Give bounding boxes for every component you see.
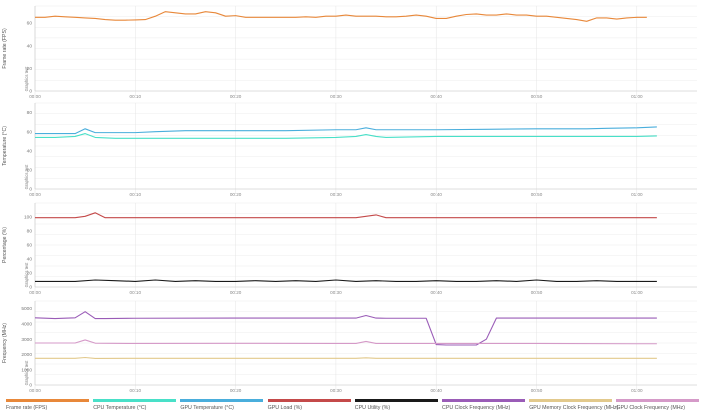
performance-charts: 0 20 40 60 00:00 00:10 00:20 00:30 00:40 00:50 01:… (2, 5, 697, 393)
chart-panel-2: 0 20 40 60 80 00:00 00:10 00:20 00:30 00:40 00:50 0… (2, 102, 697, 197)
legend-item: GPU Clock Frequency (MHz) (614, 399, 700, 415)
y-tick-label: 100 (24, 215, 32, 221)
graphics-test-label: Graphics test (24, 164, 29, 190)
y-tick-label: 60 (27, 243, 33, 249)
x-tick-label: 00:00 (29, 94, 41, 99)
y-tick-label: 40 (27, 257, 33, 263)
y-tick-label: 80 (27, 110, 33, 116)
legend-label: GPU Temperature (°C) (180, 405, 234, 411)
legend: Frame rate (FPS) CPU Temperature (°C) GPU … (4, 399, 708, 417)
y-axis-title: Frequency (MHz) (2, 323, 8, 363)
y-tick-label: 0 (29, 383, 32, 389)
y-tick-label: 20 (27, 167, 33, 173)
legend-swatch (267, 399, 351, 402)
legend-swatch (93, 399, 177, 402)
legend-item: GPU Temperature (°C) (178, 399, 264, 415)
y-tick-label: 2000 (21, 352, 32, 358)
y-tick-label: 0 (29, 89, 32, 95)
y-tick-label: 60 (27, 21, 33, 27)
x-tick-label: 00:50 (531, 192, 543, 197)
x-tick-label: 00:40 (430, 94, 442, 99)
legend-swatch (442, 399, 525, 402)
y-tick-label: 1000 (21, 367, 32, 373)
x-tick-label: 00:00 (29, 388, 41, 393)
x-tick-label: 00:10 (130, 388, 142, 393)
y-tick-label: 20 (27, 66, 33, 72)
legend-swatch (529, 399, 613, 402)
x-tick-label: 00:50 (531, 388, 543, 393)
legend-swatch (616, 399, 700, 402)
x-tick-label: 00:50 (531, 290, 543, 295)
x-tick-label: 01:00 (631, 192, 643, 197)
y-tick-label: 4000 (21, 322, 32, 328)
legend-item: GPU Load (%) (266, 399, 351, 415)
y-tick-label: 5000 (21, 306, 32, 312)
x-tick-label: 00:50 (531, 94, 543, 99)
series-line-4-1 (34, 311, 657, 346)
x-tick-label: 00:20 (230, 290, 242, 295)
x-tick-label: 00:20 (230, 94, 242, 99)
legend-label: GPU Memory Clock Frequency (MHz) (529, 405, 619, 411)
x-tick-label: 00:30 (330, 192, 342, 197)
legend-label: CPU Temperature (°C) (93, 405, 147, 411)
series-line-3-1 (35, 212, 657, 219)
legend-swatch (6, 399, 89, 402)
x-tick-label: 00:30 (330, 290, 342, 295)
y-tick-label: 0 (29, 187, 32, 193)
x-tick-label: 00:10 (130, 290, 142, 295)
series-line-4-2 (35, 356, 657, 359)
legend-item: CPU Utility (%) (353, 399, 438, 415)
y-tick-label: 80 (27, 229, 33, 235)
legend-item: GPU Memory Clock Frequency (MHz) (527, 399, 618, 415)
x-tick-label: 01:00 (631, 388, 643, 393)
x-tick-label: 00:10 (130, 192, 142, 197)
y-axis-title: Frame rate (FPS) (2, 28, 8, 69)
x-tick-label: 00:20 (230, 192, 242, 197)
chart-panel-1: 0 20 40 60 00:00 00:10 00:20 00:30 00:40 00:50 01:… (2, 5, 697, 99)
graphics-test-label: Graphics test (24, 66, 29, 92)
series-line-1-1 (35, 11, 647, 22)
legend-item: CPU Temperature (°C) (91, 399, 177, 415)
x-tick-label: 00:00 (29, 290, 41, 295)
legend-swatch (354, 399, 438, 402)
x-tick-label: 01:00 (631, 94, 643, 99)
y-axis-title: Temperature (°C) (2, 126, 8, 166)
x-tick-label: 00:40 (430, 388, 442, 393)
series-line-4-3 (35, 339, 657, 345)
legend-item: Frame rate (FPS) (4, 399, 89, 415)
x-tick-label: 00:20 (230, 388, 242, 393)
legend-label: CPU Utility (%) (354, 405, 391, 411)
legend-item: CPU Clock Frequency (MHz) (440, 399, 525, 415)
y-tick-label: 3000 (21, 337, 32, 343)
y-tick-label: 40 (27, 43, 33, 49)
chart-panel-3: 0 20 40 60 80 100 00:00 00:10 00:20 00:30 00:40 00:… (2, 202, 697, 295)
graphics-test-label: Graphics test (24, 262, 29, 288)
y-tick-label: 0 (29, 285, 32, 291)
x-tick-label: 00:00 (29, 192, 41, 197)
y-tick-label: 40 (27, 148, 33, 154)
legend-label: CPU Clock Frequency (MHz) (442, 405, 511, 411)
legend-label: Frame rate (FPS) (6, 405, 48, 411)
y-axis-title: Percentage (%) (2, 227, 8, 263)
series-line-3-2 (35, 279, 657, 282)
x-tick-label: 00:30 (330, 388, 342, 393)
x-tick-label: 00:30 (330, 94, 342, 99)
chart-panel-4: 0 1000 2000 3000 4000 5000 00:00 00:10 00:20 00:3… (2, 300, 697, 393)
series-line-2-2 (35, 126, 657, 135)
x-tick-label: 00:10 (130, 94, 142, 99)
legend-label: GPU Clock Frequency (MHz) (616, 405, 685, 411)
graphics-test-label: Graphics test (24, 360, 29, 386)
x-tick-label: 01:00 (631, 290, 643, 295)
y-tick-label: 20 (27, 271, 33, 277)
x-tick-label: 00:40 (430, 290, 442, 295)
series-line-2-1 (35, 133, 657, 139)
legend-swatch (180, 399, 264, 402)
y-tick-label: 60 (27, 129, 33, 135)
x-tick-label: 00:40 (430, 192, 442, 197)
legend-label: GPU Load (%) (267, 405, 303, 411)
